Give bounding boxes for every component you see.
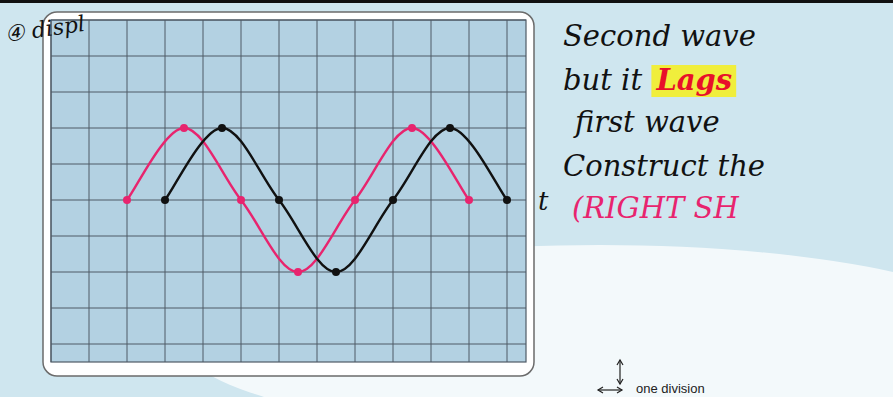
- plot-frame: [51, 20, 526, 362]
- wave-point: [294, 268, 302, 276]
- wave-line: [165, 128, 507, 272]
- annotation: Lags: [655, 63, 732, 97]
- plot-area: [51, 20, 526, 362]
- grid-line-y: [51, 308, 526, 309]
- wave-point: [237, 196, 245, 204]
- grid-line-y: [51, 272, 526, 273]
- grid-line-x: [165, 20, 166, 362]
- grid-line-x: [317, 20, 318, 362]
- grid-line-x: [203, 20, 204, 362]
- y-axis-label: ④ displ: [3, 11, 86, 47]
- top-rule: [0, 0, 893, 3]
- wave-point: [408, 124, 416, 132]
- marks: [123, 124, 511, 276]
- grid-line-y: [51, 56, 526, 57]
- grid-line-x: [279, 20, 280, 362]
- grid-line-x: [469, 20, 470, 362]
- wave-point: [123, 196, 131, 204]
- grid-line-x: [241, 20, 242, 362]
- division-arrow-h: [598, 389, 622, 390]
- scale-note: one division: [636, 381, 705, 396]
- annotation: (RIGHT SH: [572, 191, 739, 225]
- annotations: Second wave but it Lags first wave Construct…: [563, 19, 765, 225]
- wave-point: [332, 268, 340, 276]
- annotation: but it: [563, 63, 642, 97]
- annotation: first wave: [573, 105, 720, 139]
- grid-line-x: [507, 20, 508, 362]
- wave-point: [275, 196, 283, 204]
- wave-point: [351, 196, 359, 204]
- arrow-head: [617, 360, 623, 365]
- wave-point: [446, 124, 454, 132]
- grid-line-y: [51, 236, 526, 237]
- arrow-head: [598, 387, 603, 393]
- annotation: Construct the: [563, 149, 765, 183]
- scope-panel: [43, 12, 534, 376]
- grid-line-y: [51, 200, 526, 201]
- grid-line-y: [51, 92, 526, 93]
- canvas: ④ displ t Second wave but it Lags first wave C…: [0, 0, 893, 397]
- annotation: Second wave: [563, 19, 756, 53]
- wave-line: [127, 128, 469, 272]
- wave-point: [389, 196, 397, 204]
- wave-point: [218, 124, 226, 132]
- wave-point: [161, 196, 169, 204]
- grid-line-x: [89, 20, 90, 362]
- grid-line-x: [431, 20, 432, 362]
- wave-point: [503, 196, 511, 204]
- division-arrow-v: [619, 360, 620, 384]
- grid-line-y: [51, 164, 526, 165]
- grid-line-x: [127, 20, 128, 362]
- grid-line-x: [393, 20, 394, 362]
- x-axis-label: t: [538, 186, 549, 216]
- arrow-head: [617, 379, 623, 384]
- grid-line-y: [51, 344, 526, 345]
- wave-point: [180, 124, 188, 132]
- wave-point: [465, 196, 473, 204]
- arrow-head: [617, 387, 622, 393]
- grid-line-x: [355, 20, 356, 362]
